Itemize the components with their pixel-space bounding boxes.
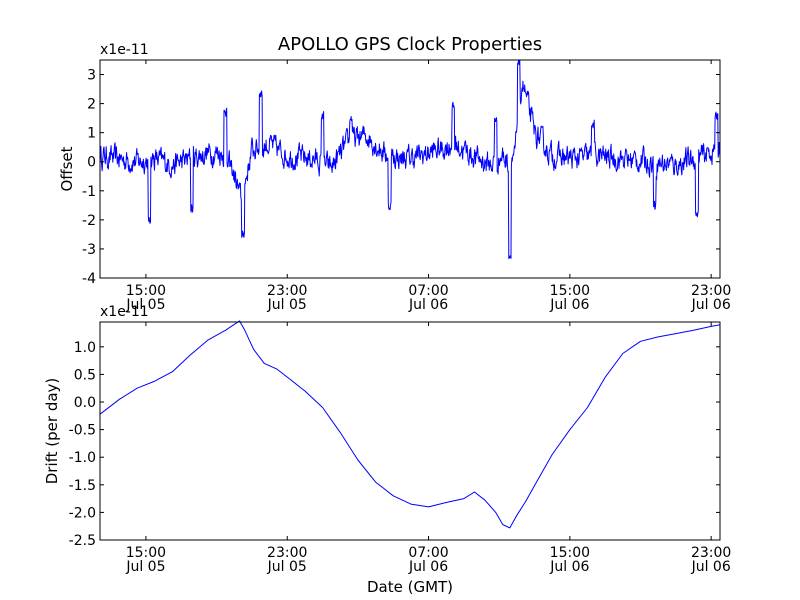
x-tick-date-label: Jul 06 [549,297,589,313]
chart-title: APOLLO GPS Clock Properties [278,34,542,55]
x-tick-date-label: Jul 06 [691,297,731,313]
x-tick-time-label: 23:00 [691,283,731,299]
drift-y-axis-label: Drift (per day) [43,378,61,485]
drift-axes-frame [99,321,721,541]
y-tick-label: -0.5 [69,423,96,439]
y-tick-label: -1.5 [69,478,96,494]
y-tick-label: -3 [82,242,96,258]
drift-y-ticks: -2.5 -2.0 -1.5 -1.0 -0.5 0.0 0.5 1.0 [69,340,720,549]
offset-y-axis-label: Offset [58,146,76,191]
y-tick-label: -2.5 [69,533,96,549]
y-tick-label: -4 [82,271,96,287]
x-tick-time-label: 07:00 [408,283,448,299]
drift-exponent-label: x1e-11 [100,304,149,320]
x-tick-date-label: Jul 06 [691,559,731,575]
x-tick-date-label: Jul 06 [408,297,448,313]
x-tick-time-label: 23:00 [267,283,307,299]
offset-line [99,60,721,260]
x-tick-time-label: 15:00 [126,283,166,299]
x-tick-time-label: 15:00 [550,545,590,561]
offset-series [99,60,721,260]
x-axis-label: Date (GMT) [367,578,453,596]
y-tick-label: 1 [87,126,96,142]
x-tick-date-label: Jul 06 [549,559,589,575]
y-tick-label: 1.0 [74,340,96,356]
x-tick-date-label: Jul 05 [125,559,165,575]
x-tick-date-label: Jul 05 [267,559,307,575]
x-tick-date-label: Jul 05 [125,297,165,313]
y-tick-label: -2 [82,213,96,229]
y-tick-label: 3 [87,68,96,84]
y-tick-label: -1.0 [69,450,96,466]
offset-exponent-label: x1e-11 [100,42,149,58]
y-tick-label: 2 [87,97,96,113]
y-tick-label: -1 [82,184,96,200]
x-tick-time-label: 15:00 [126,545,166,561]
x-tick-time-label: 15:00 [550,283,590,299]
x-tick-date-label: Jul 05 [267,297,307,313]
y-tick-label: 0.0 [74,395,96,411]
y-tick-label: 0.5 [74,367,96,383]
x-tick-time-label: 07:00 [408,545,448,561]
x-tick-time-label: 23:00 [267,545,307,561]
drift-series [99,320,721,529]
y-tick-label: 0 [87,155,96,171]
y-tick-label: -2.0 [69,505,96,521]
offset-y-ticks: -4 -3 -2 -1 0 1 2 3 [82,68,720,287]
offset-axes-frame [99,59,721,279]
x-tick-date-label: Jul 06 [408,559,448,575]
x-tick-time-label: 23:00 [691,545,731,561]
drift-line [99,320,721,529]
